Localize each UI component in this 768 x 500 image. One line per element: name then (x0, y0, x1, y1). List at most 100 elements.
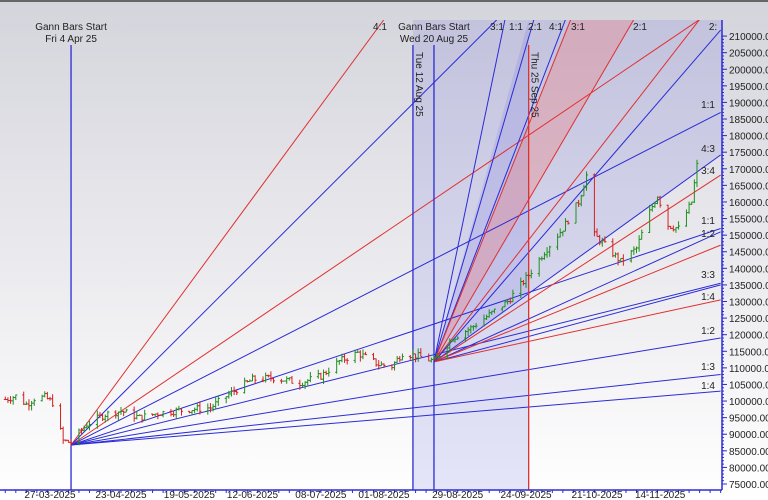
ohlc-bar (14, 394, 18, 401)
y-tick-label: 165000.00 (729, 181, 768, 192)
gann-fan-2-line-12 (433, 284, 721, 363)
ohlc-bar (585, 171, 589, 191)
y-tick-label: 125000.00 (729, 314, 768, 325)
x-tick-label: 29-08-2025 (432, 490, 484, 500)
fan-ratio-label: 2:1 (528, 22, 542, 33)
x-tick-label: 14-11-2025 (635, 490, 686, 500)
gann-fan-2-line-4 (433, 20, 572, 363)
y-tick-label: 200000.00 (729, 65, 768, 76)
ohlc-bar (290, 375, 294, 384)
y-tick-label: 205000.00 (729, 49, 768, 60)
ohlc-bar (345, 358, 349, 365)
gann-fan-2-line-6 (433, 20, 700, 363)
ohlc-bar (216, 395, 220, 406)
y-tick-label: 110000.00 (729, 364, 768, 375)
fan-ratio-label: 1:2 (701, 326, 715, 337)
y-tick-label: 195000.00 (729, 82, 768, 93)
ohlc-bar (548, 245, 552, 257)
gann-fan-2-line-13 (433, 299, 721, 363)
y-tick-label: 115000.00 (729, 347, 768, 358)
gann-fan-1-line-7 (70, 337, 721, 446)
y-tick-label: 75000.00 (729, 480, 768, 491)
fan-ratio-label: 1:4 (701, 381, 715, 392)
ohlc-bars (3, 159, 699, 447)
y-tick-label: 180000.00 (729, 132, 768, 143)
ohlc-bar (437, 355, 441, 359)
gann-fan-1-line-1 (70, 20, 385, 446)
ohlc-bar (51, 394, 55, 407)
ohlc-bar (474, 322, 478, 329)
y-tick-label: 170000.00 (729, 165, 768, 176)
fan-ratio-label: 1:1 (701, 100, 715, 111)
fan-ratio-label: 1:2 (701, 229, 715, 240)
fan-ratio-label: 1:1 (701, 216, 715, 227)
marker-title: Gann Bars Start (398, 22, 470, 33)
shade-fan-upper (433, 20, 722, 362)
ohlc-bar (253, 375, 257, 384)
ohlc-bar (382, 363, 386, 368)
ohlc-bar (32, 398, 36, 406)
gann-fan-1-line-8 (70, 374, 721, 446)
ohlc-bar (87, 420, 91, 431)
ohlc-bar (198, 401, 202, 415)
x-tick-label: 24-09-2025 (500, 490, 552, 500)
fan-ratio-label: 3:3 (701, 270, 715, 281)
y-tick-label: 140000.00 (729, 264, 768, 275)
x-tick-label: 23-04-2025 (95, 490, 147, 500)
gann-fan-1-line-6 (70, 282, 721, 446)
gann-fan-1-line-3 (70, 20, 700, 446)
ohlc-bar (603, 236, 607, 243)
y-tick-label: 85000.00 (729, 447, 768, 458)
y-tick-label: 150000.00 (729, 231, 768, 242)
gann-fan-2-line-10 (433, 231, 721, 363)
ohlc-bar (272, 377, 276, 384)
gann-fan-2-line-11 (433, 244, 721, 363)
x-tick-label: 21-10-2025 (571, 490, 623, 500)
gann-fan-2-line-3 (433, 20, 566, 363)
y-tick-label: 185000.00 (729, 115, 768, 126)
ohlc-bar (364, 351, 368, 356)
fan-ratio-label: 2:1 (633, 22, 647, 33)
y-tick-label: 100000.00 (729, 397, 768, 408)
y-tick-label: 155000.00 (729, 215, 768, 226)
y-tick-label: 90000.00 (729, 430, 768, 441)
y-tick-label: 135000.00 (729, 281, 768, 292)
y-tick-label: 130000.00 (729, 298, 768, 309)
ohlc-bar (106, 410, 110, 422)
y-tick-label: 145000.00 (729, 248, 768, 259)
gann-fan-2-line-1 (433, 20, 506, 362)
ohlc-bar (235, 389, 239, 396)
marker-label: Fri 4 Apr 25 (45, 34, 97, 45)
top-border (0, 0, 768, 2)
ohlc-bar (308, 371, 312, 383)
gann-fan-1-line-4 (70, 111, 721, 446)
fan-ratio-label: 2: (709, 22, 717, 33)
ohlc-bar (143, 409, 147, 421)
gann-fan-2-line-8 (433, 154, 721, 363)
ohlc-bar (180, 408, 183, 416)
fan-ratio-label: 3:1 (490, 22, 504, 33)
ohlc-bar (161, 410, 165, 418)
fan-ratio-label: 3:1 (571, 22, 585, 33)
ohlc-bar (456, 336, 460, 340)
gann-fan-1-line-9 (70, 390, 721, 446)
y-tick-label: 120000.00 (729, 331, 768, 342)
ohlc-bar (621, 254, 625, 266)
x-tick-label: 01-08-2025 (358, 490, 410, 500)
y-tick-label: 80000.00 (729, 463, 768, 474)
gann-fans (70, 20, 722, 446)
ohlc-bar (69, 438, 73, 447)
y-tick-label: 175000.00 (729, 148, 768, 159)
ohlc-bar (695, 159, 699, 188)
ohlc-bar (529, 269, 533, 279)
x-tick-label: 27-03-2025 (24, 490, 76, 500)
y-tick-label: 190000.00 (729, 98, 768, 109)
shades (412, 20, 722, 490)
fan-ratio-label: 4:3 (701, 144, 715, 155)
gann-fan-2-line-2 (433, 20, 535, 363)
ohlc-bar (327, 367, 331, 377)
fan-ratio-label: 1:1 (509, 22, 523, 33)
y-axis: 75000.00 80000.00 85000.00 90000.00 95000.00… (721, 20, 768, 491)
